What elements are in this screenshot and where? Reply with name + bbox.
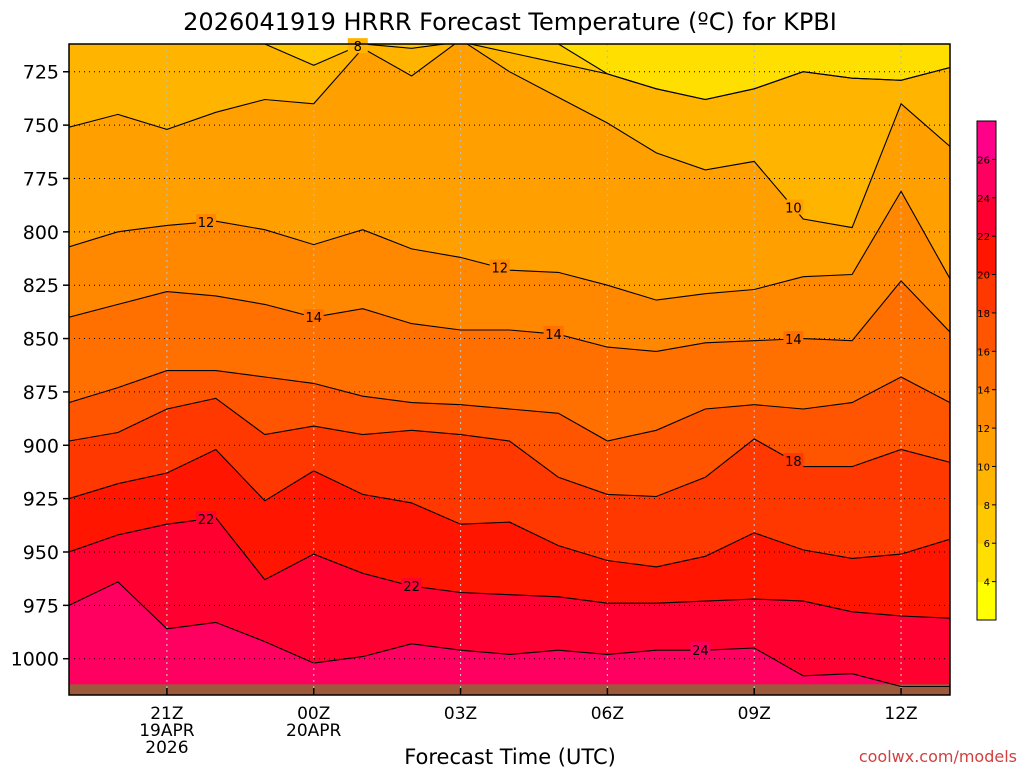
svg-text:22: 22 [403,580,420,595]
svg-text:18: 18 [785,455,802,470]
colorbar-swatch [977,236,996,276]
svg-text:22: 22 [198,513,215,528]
x-tick-label: 2026 [145,738,188,758]
colorbar-tick-label: 26 [977,155,990,166]
svg-text:12: 12 [491,262,508,277]
y-tick-label: 1000 [11,649,59,671]
contour-label-22: 22 [196,511,217,528]
contour-label-24: 24 [690,642,711,659]
colorbar-tick-label: 4 [984,578,990,589]
x-tick-label: 21Z [150,704,183,724]
x-tick-label: 19APR [139,721,195,741]
temperature-band-16 [69,370,950,497]
y-tick-label: 825 [23,275,59,297]
colorbar-swatch [977,389,996,429]
colorbar-tick-label: 20 [977,271,990,282]
colorbar-swatch [977,121,996,160]
colorbar-swatch [977,466,996,506]
y-tick-label: 925 [23,489,59,511]
y-tick-label: 850 [23,329,59,351]
isotherm-24 [69,581,950,688]
colorbar-swatch [977,274,996,314]
colorbar-swatch [977,581,996,621]
y-tick-label: 800 [23,222,59,244]
y-tick-label: 775 [23,168,59,190]
temperature-band-24 [69,581,950,695]
colorbar-swatch [977,312,996,352]
plot-frame [68,43,951,696]
svg-text:14: 14 [305,311,322,326]
colorbar-swatch [977,197,996,237]
colorbar-frame [976,120,997,621]
colorbar-swatch [977,504,996,544]
contour-label-14: 14 [783,330,804,348]
y-tick-label: 875 [23,382,59,404]
colorbar-tick-label: 22 [977,232,990,243]
contour-label-8: 8 [347,38,368,55]
svg-text:12: 12 [198,216,215,231]
y-tick-label: 750 [23,115,59,137]
colorbar-tick-label: 10 [977,462,990,473]
x-tick-label: 09Z [738,704,771,724]
isotherm-6 [558,44,950,101]
temperature-band-8 [69,44,950,228]
temperature-band-22 [69,517,950,687]
x-tick-label: 03Z [444,704,477,724]
colorbar-tick-label: 16 [977,347,990,358]
contour-label-14: 14 [303,309,324,326]
isotherm-20 [69,448,950,568]
colorbar-swatch [977,351,996,391]
svg-text:24: 24 [692,644,709,659]
isotherm-10 [69,44,950,229]
colorbar-tick-label: 8 [984,501,990,512]
colorbar-swatch [977,428,996,467]
x-axis-label: Forecast Time (UTC) [404,745,616,768]
contour-label-22: 22 [401,578,422,595]
svg-text:8: 8 [354,40,362,55]
colorbar-swatch [977,159,996,199]
temperature-band-20 [69,449,950,619]
colorbar-tick-label: 18 [977,309,990,320]
x-tick-label: 06Z [591,704,624,724]
colorbar-swatch [977,543,996,583]
colorbar-tick-label: 12 [977,424,990,435]
contour-label-12: 12 [489,259,510,277]
temperature-band-18 [69,398,950,567]
colorbar: 4 6 8 10 12 14 16 18 20 22 24 26 [976,120,997,621]
colorbar-tick-label: 6 [984,539,990,550]
credit-text: coolwx.com/models [859,747,1017,766]
y-tick-label: 725 [23,62,59,84]
y-tick-label: 950 [23,542,59,564]
temperature-band-10 [69,44,950,301]
svg-text:14: 14 [545,328,562,343]
contour-label-12: 12 [196,214,217,231]
temperature-band-14 [69,280,950,441]
y-tick-label: 900 [23,435,59,457]
contour-label-10: 10 [783,199,804,216]
x-tick-label: 12Z [884,704,917,724]
svg-text:14: 14 [785,333,802,348]
y-tick-label: 975 [23,595,59,617]
colorbar-tick-label: 24 [977,194,990,205]
contour-label-14: 14 [543,325,564,343]
svg-text:10: 10 [785,201,802,216]
contour-label-18: 18 [783,453,804,470]
ground-strip [69,684,950,695]
x-tick-label: 20APR [286,721,342,741]
colorbar-tick-label: 14 [977,386,990,397]
isotherm-16 [69,370,950,442]
chart-title: 2026041919 HRRR Forecast Temperature (ºC… [183,8,837,36]
x-tick-label: 00Z [297,704,330,724]
